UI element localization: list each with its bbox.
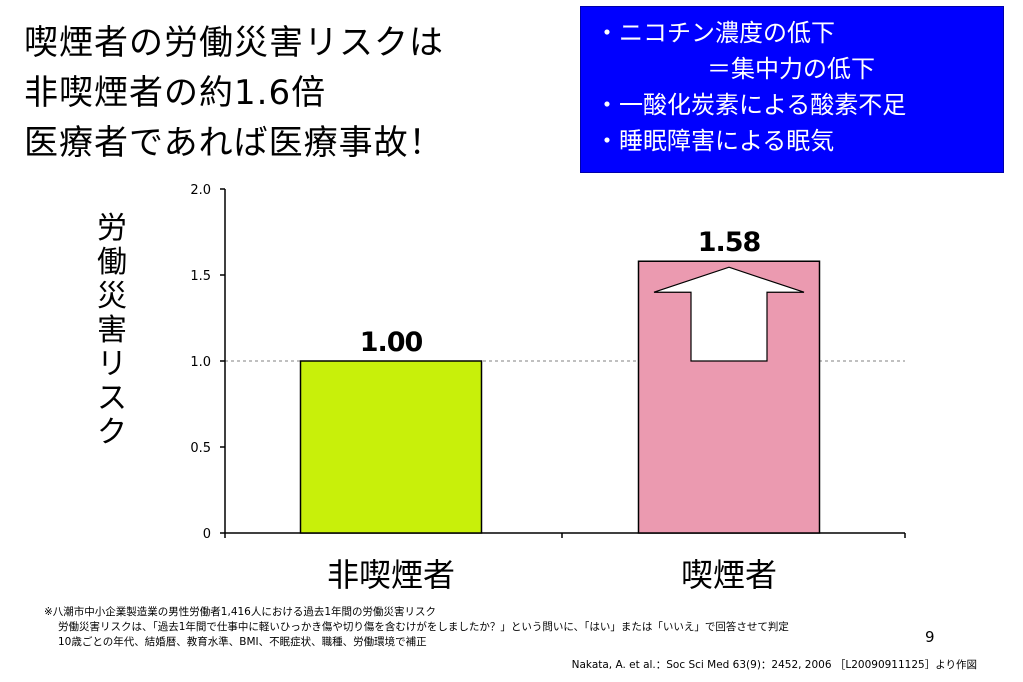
bar-smoker [637, 260, 821, 534]
y-axis-label-char: 働 [97, 245, 127, 280]
title-line-3: 医療者であれば医療事故！ [24, 123, 444, 163]
callout-line-3: ・一酸化炭素による酸素不足 [595, 91, 907, 119]
citation: Nakata, A. et al.：Soc Sci Med 63(9)：2452… [571, 659, 977, 671]
callout-line-2: ＝集中力の低下 [707, 55, 875, 83]
y-tick-label: 1.0 [190, 355, 211, 370]
title-line-1: 喫煙者の労働災害リスクは [24, 23, 444, 63]
footnote-line-1: ※八潮市中小企業製造業の男性労働者1,416人における過去1年間の労働災害リスク [44, 606, 437, 618]
callout-line-1: ・ニコチン濃度の低下 [595, 19, 835, 47]
title-line-2: 非喫煙者の約1.6倍 [24, 73, 327, 113]
y-tick-label: 2.0 [190, 183, 211, 198]
mechanism-callout-box: ・ニコチン濃度の低下 ＝集中力の低下 ・一酸化炭素による酸素不足 ・睡眠障害によ… [580, 6, 1004, 173]
y-axis-label-char: ス [97, 381, 127, 416]
x-category-label: 喫煙者 [681, 556, 777, 594]
y-axis-label-char: 害 [97, 313, 127, 348]
y-axis-label: 労 働 災 害 リ ス ク [88, 212, 136, 450]
bar-nonsmoker [299, 360, 483, 534]
y-tick-label: 1.5 [190, 269, 211, 284]
bar-data-label: 1.00 [360, 327, 423, 358]
footnote: ※八潮市中小企業製造業の男性労働者1,416人における過去1年間の労働災害リスク… [44, 605, 789, 650]
page-number: 9 [925, 628, 935, 646]
y-axis-label-char: ク [97, 415, 127, 450]
y-tick-label: 0 [203, 527, 211, 542]
x-category-label: 非喫煙者 [327, 556, 455, 594]
y-tick-label: 0.5 [190, 441, 211, 456]
y-axis-label-char: 災 [97, 279, 127, 314]
footnote-line-2: 労働災害リスクは、「過去1年間で仕事中に軽いひっかき傷や切り傷を含むけがをしまし… [58, 621, 789, 633]
y-axis-label-char: 労 [97, 211, 127, 246]
up-arrow-icon [653, 266, 805, 362]
bar-data-label: 1.58 [698, 227, 761, 258]
callout-line-4: ・睡眠障害による眠気 [595, 127, 835, 155]
footnote-line-3: 10歳ごとの年代、結婚暦、教育水準、BMI、不眠症状、職種、労働環境で補正 [58, 636, 427, 648]
slide-title: 喫煙者の労働災害リスクは 非喫煙者の約1.6倍 医療者であれば医療事故！ [24, 18, 584, 168]
y-axis-label-char: リ [97, 347, 127, 382]
